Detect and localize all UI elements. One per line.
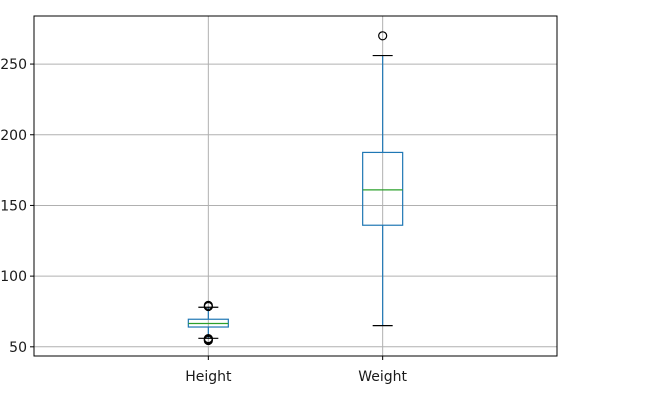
boxplot-layer [187, 31, 404, 346]
box-height [187, 300, 229, 346]
y-tick-label: 150 [0, 198, 27, 214]
ticks: 50 100 150 200 250 Height Weight [0, 57, 407, 385]
x-tick-label: Weight [358, 369, 407, 385]
box-weight [362, 31, 404, 327]
y-tick-label: 100 [0, 269, 27, 285]
outlier-point [203, 300, 213, 310]
y-tick-label: 50 [9, 340, 27, 356]
y-tick-label: 250 [0, 57, 27, 73]
outlier-point [203, 334, 213, 344]
outlier-point [378, 31, 388, 41]
axes-frame [33, 15, 558, 357]
iqr-box [362, 151, 404, 226]
grid [34, 16, 557, 356]
x-tick-label: Height [185, 369, 232, 385]
y-tick-label: 200 [0, 128, 27, 144]
